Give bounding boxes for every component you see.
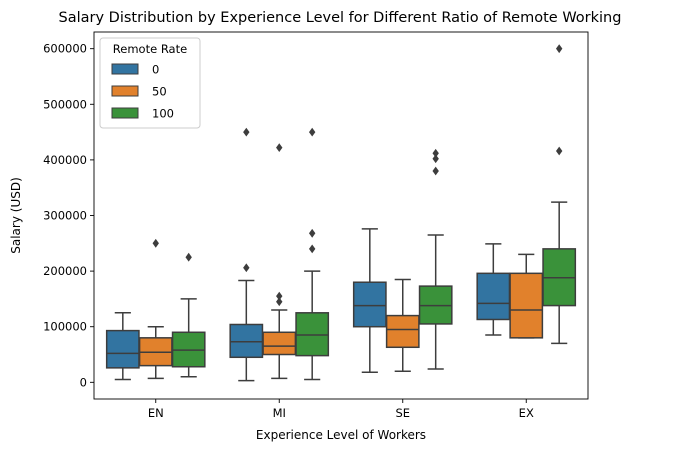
box-50-EX xyxy=(509,253,544,339)
legend-swatch-50 xyxy=(111,85,139,97)
iqr-box xyxy=(352,281,387,328)
box-0-MI xyxy=(229,127,264,382)
legend-label-100: 100 xyxy=(152,107,174,121)
y-axis-label: Salary (USD) xyxy=(9,177,23,254)
box-100-MI xyxy=(295,127,330,381)
outlier-point xyxy=(276,143,283,153)
box-0-EX xyxy=(476,243,511,336)
box-50-SE xyxy=(385,278,420,372)
y-tick-label: 300000 xyxy=(43,209,87,223)
outlier-point xyxy=(243,263,250,273)
box-0-SE xyxy=(352,228,387,374)
outlier-point xyxy=(276,297,283,307)
y-tick-label: 400000 xyxy=(43,153,87,167)
legend-title: Remote Rate xyxy=(113,42,187,56)
y-tick-label: 600000 xyxy=(43,42,87,56)
x-tick-label: SE xyxy=(395,406,410,420)
x-tick-label: EN xyxy=(148,406,164,420)
legend-swatch-100 xyxy=(111,107,139,119)
iqr-box xyxy=(105,329,140,369)
iqr-box xyxy=(385,314,420,349)
x-tick-label: MI xyxy=(273,406,286,420)
y-tick-label: 200000 xyxy=(43,264,87,278)
iqr-box xyxy=(262,331,297,356)
outlier-point xyxy=(308,228,316,238)
outlier-point xyxy=(555,44,563,54)
legend: Remote Rate 0 50 100 xyxy=(99,37,201,129)
legend-frame xyxy=(99,37,201,129)
outlier-point xyxy=(276,291,283,301)
y-tick-label: 0 xyxy=(80,375,87,389)
legend-swatch-0 xyxy=(111,63,139,75)
box-50-EN xyxy=(138,238,173,380)
x-tick-label: EX xyxy=(519,406,534,420)
chart-title: Salary Distribution by Experience Level … xyxy=(59,10,622,26)
outlier-point xyxy=(152,238,159,248)
legend-label-0: 0 xyxy=(152,63,159,77)
outlier-point xyxy=(308,127,316,137)
plot-area: 0 100000 200000 300000 400000 500000 600000 EN M… xyxy=(43,31,589,420)
outlier-point xyxy=(243,127,250,137)
iqr-box xyxy=(295,312,330,357)
outlier-point xyxy=(555,146,563,156)
iqr-box xyxy=(229,323,264,359)
y-tick-label: 500000 xyxy=(43,97,87,111)
box-100-EN xyxy=(171,252,206,378)
outlier-point xyxy=(432,154,439,164)
outlier-point xyxy=(185,252,192,262)
outlier-point xyxy=(308,244,316,254)
box-0-EN xyxy=(105,312,140,381)
x-axis-label: Experience Level of Workers xyxy=(256,428,426,442)
iqr-box xyxy=(509,272,544,339)
iqr-box xyxy=(476,272,511,321)
legend-label-50: 50 xyxy=(152,85,167,99)
y-tick-label: 100000 xyxy=(43,320,87,334)
box-50-MI xyxy=(262,143,297,380)
outlier-point xyxy=(432,166,439,176)
outlier-point xyxy=(432,148,439,158)
box-100-EX xyxy=(542,44,577,345)
box-100-SE xyxy=(418,148,453,370)
